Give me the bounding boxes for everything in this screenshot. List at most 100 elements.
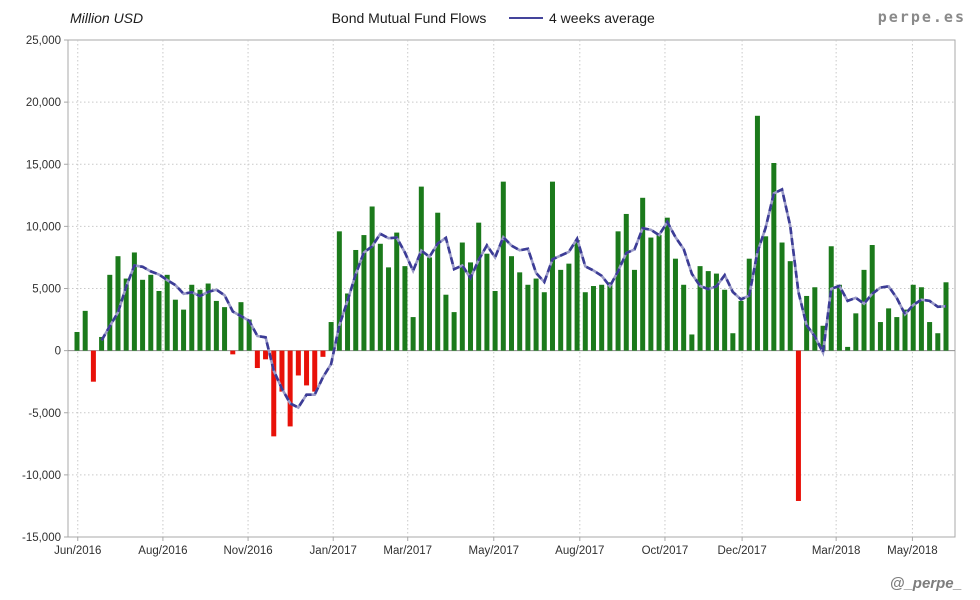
bar [771,163,777,351]
bar [713,273,719,351]
bar [82,310,88,351]
bar [386,267,392,351]
bar [943,282,949,351]
bar [353,249,359,351]
bar [345,293,351,351]
bar [312,350,318,392]
bar [336,231,342,351]
bar [910,284,916,351]
x-axis-label: May/2018 [887,545,938,557]
bar [746,258,752,351]
bar [99,336,105,351]
bar [222,307,228,351]
bar [205,283,211,351]
bar [156,290,162,351]
bar [672,258,678,351]
bar [902,309,908,351]
y-axis-title: Million USD [70,10,144,26]
bar [664,217,670,351]
bar [763,236,769,351]
x-axis-label: Mar/2017 [383,545,432,557]
bar [648,237,654,351]
bar [877,322,883,351]
bar [181,309,187,351]
bar [845,346,851,351]
bar [640,197,646,351]
bar [541,292,547,351]
y-axis-label: -5,000 [28,408,61,420]
x-axis-label: Dec/2017 [718,545,767,557]
bar [107,274,113,351]
bar [500,181,506,351]
bar [140,279,146,351]
bar [656,235,662,351]
bar [361,235,367,351]
bar [484,253,490,351]
chart-title: Bond Mutual Fund Flows [331,10,487,26]
bar [820,325,826,351]
bar [369,206,375,351]
y-axis-label: -15,000 [22,532,61,544]
bar [394,232,400,351]
bar [558,269,564,351]
bar [738,300,744,351]
bar [599,284,605,351]
bar [509,256,514,351]
bar [238,302,244,351]
bar [418,186,424,351]
bar [148,274,154,351]
bar [287,350,293,427]
bar [869,245,875,351]
bar [90,350,96,382]
y-axis-label: 25,000 [26,35,61,47]
x-axis-label: Jan/2017 [310,545,357,557]
bar [377,243,383,351]
bar [459,242,465,351]
bar [525,284,531,351]
y-axis-label: -10,000 [22,470,61,482]
x-axis-label: Nov/2016 [223,545,272,557]
bar [517,272,523,351]
legend-line-swatch-icon [509,17,543,19]
bar [295,350,301,376]
bar [730,333,736,351]
bar [279,350,285,392]
bar [410,317,416,351]
legend-label: 4 weeks average [549,10,655,26]
bar [566,263,572,351]
bar [927,322,933,351]
bar [230,350,236,355]
average-line [100,187,947,410]
bar [590,286,596,351]
bar [271,350,277,437]
bar [443,294,449,351]
bar [722,289,728,351]
bar [812,287,818,351]
bar [533,278,539,351]
bar [574,240,580,351]
bar [623,213,629,351]
bar [779,242,785,351]
bar [451,312,457,351]
x-axis-label: Aug/2016 [138,545,187,557]
bar [435,212,441,351]
bar [476,222,482,351]
x-axis-label: Jun/2016 [54,545,101,557]
bar [631,269,637,351]
y-axis-label: 20,000 [26,97,61,109]
bar [607,282,613,351]
y-axis-label: 15,000 [26,159,61,171]
bar [164,274,170,351]
bar [468,262,474,351]
bar [894,317,900,351]
bar [213,300,219,351]
bar [705,271,711,351]
bar [115,256,121,351]
bar [74,331,80,351]
bar [123,278,129,351]
bar [320,350,326,357]
x-axis-label: Oct/2017 [642,545,689,557]
bar [172,299,178,351]
bar [304,350,310,386]
